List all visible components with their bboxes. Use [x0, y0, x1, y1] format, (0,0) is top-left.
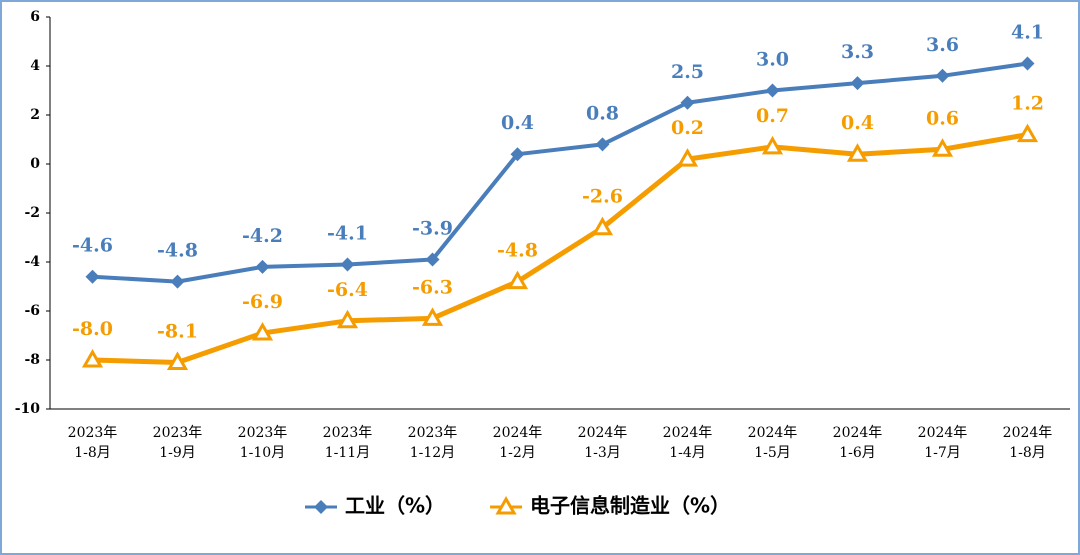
x-tick-label: 2023年: [238, 425, 288, 441]
x-tick-label: 1-12月: [410, 445, 455, 461]
point: [421, 307, 444, 326]
value-label: -6.4: [327, 279, 368, 301]
point: [255, 259, 270, 274]
y-tick-label: 6: [30, 9, 40, 25]
point: [166, 351, 189, 370]
point: [85, 269, 100, 284]
x-tick-label: 2024年: [493, 425, 543, 441]
x-tick-label: 1-3月: [584, 445, 621, 461]
point: [81, 348, 104, 368]
value-label: 3.3: [841, 41, 874, 63]
x-tick-label: 1-9月: [159, 445, 196, 461]
x-tick-label: 2024年: [833, 425, 883, 441]
point: [595, 137, 610, 152]
point: [591, 216, 614, 236]
value-label: 0.7: [756, 105, 789, 127]
y-tick-label: -6: [24, 303, 40, 319]
x-tick-label: 2023年: [68, 425, 118, 441]
x-tick-label: 2023年: [408, 425, 458, 441]
value-label: 4.1: [1011, 22, 1044, 44]
series-line: [92, 61, 1028, 284]
value-label: 0.4: [841, 112, 874, 134]
value-label: 0.4: [501, 112, 534, 134]
x-tick-label: 2023年: [153, 425, 203, 441]
value-label: -8.0: [72, 318, 113, 340]
value-label: -4.1: [327, 222, 368, 244]
value-label: 0.2: [671, 117, 704, 139]
x-tick-label: 1-10月: [240, 445, 285, 461]
value-label: -4.6: [72, 235, 113, 257]
x-tick-label: 1-2月: [499, 445, 536, 461]
point: [846, 143, 869, 162]
value-label: 2.5: [671, 61, 704, 83]
value-label: 3.0: [756, 49, 789, 71]
point: [761, 135, 784, 155]
point: [251, 322, 274, 341]
x-tick-label: 2024年: [663, 425, 713, 441]
value-label: -8.1: [157, 320, 198, 342]
x-tick-label: 1-8月: [1009, 445, 1046, 461]
x-tick-label: 2023年: [323, 425, 373, 441]
y-tick-label: -8: [24, 352, 40, 368]
point: [1016, 123, 1039, 143]
y-tick-label: 2: [30, 107, 40, 123]
y-tick-label: 4: [30, 58, 40, 74]
value-label: 0.6: [926, 107, 959, 129]
point: [336, 309, 359, 329]
point: [340, 257, 355, 272]
point: [931, 138, 954, 157]
value-label: -4.2: [242, 225, 283, 247]
value-label: 0.8: [586, 102, 619, 124]
y-tick-label: 0: [30, 156, 40, 172]
x-tick-label: 1-4月: [669, 445, 706, 461]
value-label: -3.9: [412, 218, 453, 240]
point: [495, 495, 517, 515]
point: [680, 95, 695, 110]
value-label: -4.8: [157, 240, 198, 262]
series-line: [92, 132, 1028, 365]
y-tick-label: -10: [15, 401, 41, 417]
value-label: -6.3: [412, 276, 453, 298]
point: [314, 500, 328, 514]
x-tick-label: 2024年: [748, 425, 798, 441]
legend-label: 电子信息制造业（%）: [530, 494, 730, 518]
point: [506, 270, 529, 290]
x-tick-label: 1-6月: [839, 445, 876, 461]
point: [765, 83, 780, 98]
x-tick-label: 1-11月: [325, 445, 370, 461]
legend-label: 工业（%）: [345, 494, 445, 518]
point: [935, 68, 950, 83]
point: [170, 274, 185, 289]
value-label: 1.2: [1011, 93, 1044, 115]
y-tick-label: -4: [24, 254, 40, 270]
point: [676, 148, 699, 167]
value-label: -6.9: [242, 291, 283, 313]
value-label: -4.8: [497, 240, 538, 262]
y-tick-label: -2: [24, 205, 40, 221]
point: [425, 252, 440, 267]
x-tick-label: 2024年: [578, 425, 628, 441]
x-tick-label: 1-8月: [74, 445, 111, 461]
point: [510, 147, 525, 162]
x-tick-label: 2024年: [918, 425, 968, 441]
x-tick-label: 2024年: [1003, 425, 1053, 441]
point: [850, 76, 865, 91]
value-label: 3.6: [926, 34, 959, 56]
x-tick-label: 1-7月: [924, 445, 961, 461]
value-label: -2.6: [582, 186, 623, 208]
point: [1020, 56, 1035, 71]
x-tick-label: 1-5月: [754, 445, 791, 461]
